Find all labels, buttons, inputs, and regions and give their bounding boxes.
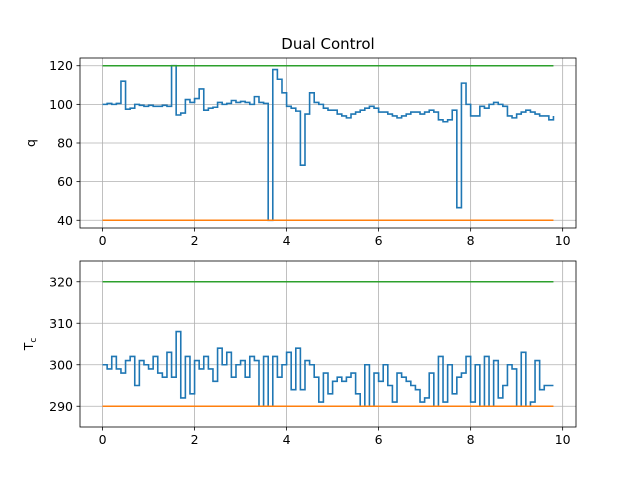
y-tick-label-1: 300 (49, 357, 73, 372)
y-tick-label-2: 80 (57, 136, 73, 151)
axes-frame (79, 260, 577, 428)
y-axis-label-tc-subscript: c (29, 338, 39, 343)
bottom-subplot: Tc 0 2 4 6 8 10 290 300 310 320 (21, 260, 577, 447)
top-subplot: Dual Control q 0 2 4 6 8 10 40 60 80 100 120 (23, 35, 577, 248)
y-tick-label-1: 60 (57, 174, 73, 189)
x-tick-label-2: 4 (283, 432, 291, 447)
x-tick-label-3: 6 (375, 233, 383, 248)
signal-series (102, 64, 555, 222)
x-tick-label-5: 10 (555, 233, 571, 248)
y-axis-label-tc: Tc (21, 338, 39, 352)
x-tick-label-5: 10 (555, 432, 571, 447)
x-tick-label-2: 4 (283, 233, 291, 248)
y-tick-label-0: 290 (49, 399, 73, 414)
y-tick-label-2: 310 (49, 316, 73, 331)
x-tick-label-4: 8 (467, 432, 475, 447)
y-tick-label-3: 100 (49, 97, 73, 112)
x-tick-label-0: 0 (99, 432, 107, 447)
y-tick-label-4: 120 (49, 58, 73, 73)
x-tick-label-1: 2 (191, 233, 199, 248)
signal-series (102, 330, 554, 408)
x-tick-label-3: 6 (375, 432, 383, 447)
chart-title: Dual Control (281, 35, 374, 53)
x-tick-label-0: 0 (99, 233, 107, 248)
y-axis-label-tc-base: T (21, 342, 36, 351)
x-tick-label-1: 2 (191, 432, 199, 447)
y-tick-label-3: 320 (49, 274, 73, 289)
y-tick-label-0: 40 (57, 213, 73, 228)
x-tick-label-4: 8 (467, 233, 475, 248)
y-axis-label-q: q (23, 139, 38, 147)
